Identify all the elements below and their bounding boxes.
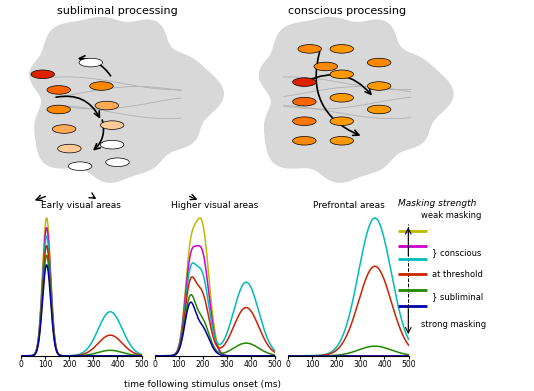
Circle shape: [293, 78, 316, 86]
Circle shape: [58, 144, 81, 153]
Circle shape: [52, 125, 76, 133]
Circle shape: [314, 62, 337, 71]
Circle shape: [293, 136, 316, 145]
Circle shape: [330, 45, 354, 53]
Circle shape: [100, 140, 124, 149]
Text: } conscious: } conscious: [432, 248, 481, 257]
Title: Early visual areas: Early visual areas: [42, 201, 121, 210]
Circle shape: [298, 45, 321, 53]
Text: subliminal processing: subliminal processing: [57, 6, 178, 16]
Circle shape: [100, 121, 124, 129]
Circle shape: [106, 158, 129, 167]
Text: strong masking: strong masking: [421, 320, 486, 329]
Circle shape: [47, 105, 70, 114]
Circle shape: [293, 97, 316, 106]
Circle shape: [31, 70, 54, 79]
Circle shape: [330, 93, 354, 102]
Circle shape: [367, 105, 391, 114]
Circle shape: [68, 162, 92, 170]
Circle shape: [293, 117, 316, 126]
Circle shape: [330, 117, 354, 126]
Circle shape: [47, 86, 70, 94]
Circle shape: [95, 101, 119, 110]
Title: Higher visual areas: Higher visual areas: [171, 201, 258, 210]
Circle shape: [330, 70, 354, 79]
Circle shape: [367, 58, 391, 67]
Text: Masking strength: Masking strength: [398, 199, 476, 208]
Polygon shape: [30, 18, 223, 182]
Circle shape: [367, 82, 391, 90]
Text: weak masking: weak masking: [421, 210, 482, 220]
Text: at threshold: at threshold: [432, 270, 483, 279]
Circle shape: [79, 58, 103, 67]
Text: conscious processing: conscious processing: [288, 6, 406, 16]
Circle shape: [330, 136, 354, 145]
Circle shape: [90, 82, 113, 90]
Text: time following stimulus onset (ms): time following stimulus onset (ms): [124, 380, 281, 389]
Title: Prefrontal areas: Prefrontal areas: [312, 201, 384, 210]
Text: } subliminal: } subliminal: [432, 292, 483, 301]
Polygon shape: [260, 18, 453, 182]
